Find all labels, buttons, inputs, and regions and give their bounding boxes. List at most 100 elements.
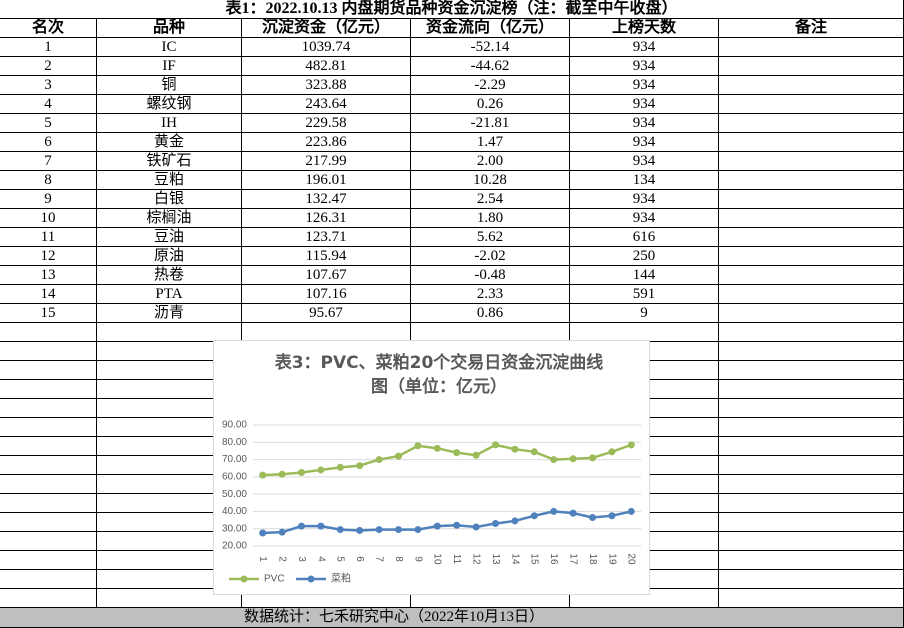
data-point	[336, 463, 344, 471]
table-cell: 6	[0, 133, 97, 152]
table-cell: 豆粕	[97, 171, 242, 190]
x-tick-label: 9	[412, 556, 423, 562]
x-tick-label: 14	[509, 553, 520, 565]
empty-cell	[719, 114, 904, 133]
table-cell: 1.47	[411, 133, 570, 152]
table-cell: 4	[0, 95, 97, 114]
data-point	[395, 526, 402, 534]
x-tick-label: 8	[393, 556, 404, 562]
legend-label: 菜粕	[331, 572, 351, 585]
data-point	[627, 441, 635, 449]
table-cell: 10.28	[411, 171, 570, 190]
empty-cell	[0, 456, 97, 475]
header-cell: 名次	[0, 19, 97, 38]
legend-marker	[240, 575, 248, 583]
table-cell: 热卷	[97, 266, 242, 285]
table-cell: 螺纹钢	[97, 95, 242, 114]
table-cell: 白银	[97, 190, 242, 209]
y-tick-label: 40.00	[222, 506, 247, 517]
table-cell: 934	[570, 114, 719, 133]
empty-cell	[719, 133, 904, 152]
data-point	[414, 442, 422, 450]
chart-plot: 20.00 30.00 40.00 50.00 60.00 70.00 80.00 90.00…	[222, 420, 641, 585]
table-cell: 115.94	[242, 247, 411, 266]
empty-cell	[719, 304, 904, 323]
empty-cell	[719, 380, 904, 399]
data-point	[317, 522, 325, 530]
empty-cell	[719, 361, 904, 380]
table-cell: 243.64	[242, 95, 411, 114]
empty-cell	[719, 209, 904, 228]
table-cell: -2.29	[411, 76, 570, 95]
table-cell: 2	[0, 57, 97, 76]
table-cell: 3	[0, 76, 97, 95]
table-cell: 0.86	[411, 304, 570, 323]
empty-cell	[0, 570, 97, 589]
empty-cell	[719, 494, 904, 513]
empty-cell	[570, 589, 719, 608]
empty-cell	[0, 361, 97, 380]
empty-cell	[719, 323, 904, 342]
table-cell: 14	[0, 285, 97, 304]
table-cell: 1	[0, 38, 97, 57]
header-cell: 资金流向（亿元）	[411, 19, 570, 38]
empty-cell	[97, 323, 242, 342]
x-tick-label: 10	[432, 553, 443, 565]
table-cell: 15	[0, 304, 97, 323]
data-point	[511, 517, 519, 525]
table-cell: 2.33	[411, 285, 570, 304]
empty-cell	[719, 228, 904, 247]
empty-cell	[0, 437, 97, 456]
data-point	[627, 507, 635, 515]
table-cell: -52.14	[411, 38, 570, 57]
table-cell: 5.62	[411, 228, 570, 247]
data-point	[433, 522, 441, 530]
data-point	[259, 471, 267, 479]
table-cell: 10	[0, 209, 97, 228]
table-footer: 数据统计：七禾研究中心（2022年10月13日）	[0, 608, 904, 628]
table-cell: -44.62	[411, 57, 570, 76]
data-point	[433, 444, 441, 452]
legend-marker	[307, 575, 315, 583]
table-cell: 铜	[97, 76, 242, 95]
table-cell: 123.71	[242, 228, 411, 247]
table-cell: 934	[570, 133, 719, 152]
table-cell: 144	[570, 266, 719, 285]
x-tick-label: 2	[276, 556, 287, 562]
table-cell: IC	[97, 38, 242, 57]
table-cell: 12	[0, 247, 97, 266]
table-cell: 934	[570, 209, 719, 228]
empty-cell	[719, 171, 904, 190]
y-tick-label: 60.00	[222, 471, 247, 482]
data-point	[453, 449, 461, 457]
empty-cell	[719, 76, 904, 95]
data-point	[453, 521, 461, 529]
data-point	[492, 441, 499, 449]
empty-cell	[719, 456, 904, 475]
table-cell: 8	[0, 171, 97, 190]
table-cell: 11	[0, 228, 97, 247]
empty-cell	[719, 437, 904, 456]
table-cell: 豆油	[97, 228, 242, 247]
table-cell: 2.00	[411, 152, 570, 171]
data-point	[375, 526, 383, 534]
empty-cell	[719, 513, 904, 532]
table-cell: 132.47	[242, 190, 411, 209]
data-point	[278, 470, 286, 478]
table-cell: 铁矿石	[97, 152, 242, 171]
x-tick-label: 1	[257, 556, 268, 562]
table-cell: 9	[0, 190, 97, 209]
x-tick-label: 17	[567, 553, 578, 565]
data-point	[472, 451, 480, 459]
empty-cell	[719, 285, 904, 304]
data-point	[511, 445, 519, 453]
table-cell: 5	[0, 114, 97, 133]
x-tick-label: 18	[587, 553, 598, 565]
x-tick-label: 5	[335, 556, 346, 562]
table-cell: 沥青	[97, 304, 242, 323]
empty-cell	[719, 38, 904, 57]
empty-cell	[0, 342, 97, 361]
data-point	[336, 526, 344, 534]
empty-cell	[0, 475, 97, 494]
